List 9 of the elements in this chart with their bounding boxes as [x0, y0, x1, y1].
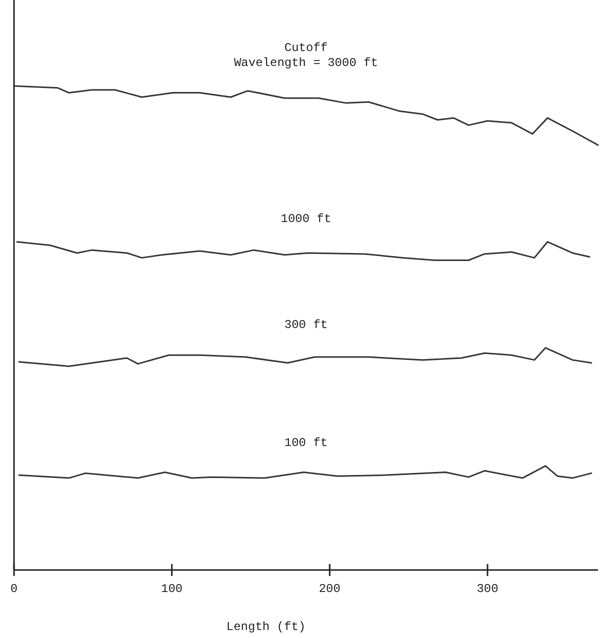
x-tick-label: 100	[161, 582, 183, 596]
text: 300 ft	[284, 318, 328, 332]
x-tick-label: 300	[476, 582, 498, 596]
x-axis-title: Length (ft)	[226, 620, 306, 634]
text: 1000 ft	[280, 212, 332, 226]
x-tick-label: 0	[10, 582, 18, 596]
text: 100 ft	[284, 436, 328, 450]
text: Cutoff Wavelength = 3000 ft	[234, 41, 378, 70]
x-tick-label: 200	[318, 582, 340, 596]
